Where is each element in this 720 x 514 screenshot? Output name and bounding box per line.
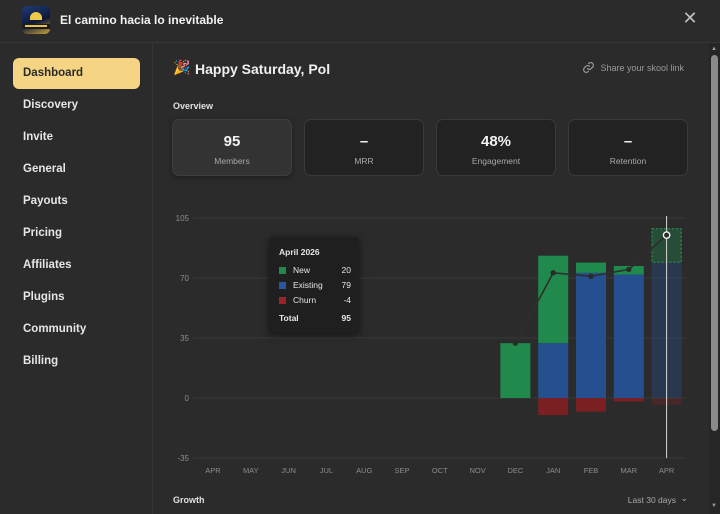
stat-label: Members: [214, 156, 250, 166]
churn-swatch: [279, 297, 286, 304]
x-tick-label: SEP: [394, 466, 409, 475]
members-point: [626, 266, 632, 273]
members-point: [550, 270, 556, 276]
x-tick-label: AUG: [356, 466, 372, 475]
tooltip-row-value: 20: [341, 265, 351, 275]
tooltip-total: Total 95: [279, 313, 351, 323]
tooltip-row-churn: Churn -4: [279, 295, 351, 307]
bar-new: [538, 255, 569, 344]
tooltip-row-value: -4: [343, 295, 351, 305]
tooltip-row-value: 79: [341, 280, 351, 290]
bar-churn: [613, 398, 644, 402]
y-tick-label: 0: [185, 394, 190, 403]
y-tick-label: 105: [176, 214, 190, 223]
stat-card-mrr[interactable]: – MRR: [304, 119, 424, 176]
scrollbar[interactable]: ▲ ▼: [709, 43, 720, 514]
tooltip-row-existing: Existing 79: [279, 280, 351, 292]
overview-title: Overview: [173, 101, 214, 111]
x-tick-label: MAR: [620, 466, 637, 475]
bar-existing: [538, 343, 569, 398]
tooltip-total-value: 95: [341, 313, 351, 323]
close-icon[interactable]: ✕: [682, 8, 698, 28]
y-tick-label: 70: [180, 274, 189, 283]
x-tick-label: FEB: [584, 466, 599, 475]
tooltip-row-label: Existing: [293, 280, 323, 290]
growth-title: Growth: [173, 495, 205, 505]
existing-swatch: [279, 282, 286, 289]
party-popper-icon: 🎉: [173, 59, 191, 75]
bar-new: [500, 343, 531, 398]
stat-value: 95: [223, 133, 241, 150]
stat-value: –: [623, 133, 633, 150]
members-point: [588, 273, 594, 279]
sidebar-item-invite[interactable]: Invite: [23, 131, 54, 143]
scroll-thumb[interactable]: [711, 55, 718, 431]
x-tick-label: JUL: [320, 466, 333, 475]
greeting: Happy Saturday, Pol: [195, 61, 331, 77]
stat-value: 48%: [480, 133, 512, 150]
tooltip-title: April 2026: [279, 247, 320, 257]
sidebar-item-discovery[interactable]: Discovery: [23, 99, 78, 111]
stat-card-engagement[interactable]: 48% Engagement: [436, 119, 556, 176]
scroll-up-icon[interactable]: ▲: [711, 46, 717, 52]
x-tick-label: MAY: [243, 466, 259, 475]
stat-value: –: [359, 133, 369, 150]
chevron-down-icon[interactable]: ⌄: [680, 493, 688, 503]
x-tick-label: APR: [659, 466, 675, 475]
sidebar-item-community[interactable]: Community: [23, 323, 87, 335]
sidebar-item-general[interactable]: General: [23, 163, 66, 175]
hover-point: [662, 231, 671, 240]
x-tick-label: OCT: [432, 466, 448, 475]
bar-churn: [576, 398, 606, 412]
titlebar: El camino hacia lo inevitable ✕: [0, 0, 720, 43]
x-tick-label: APR: [205, 466, 221, 475]
link-icon: [583, 62, 595, 73]
tooltip-row-label: New: [293, 265, 311, 275]
sidebar-item-dashboard[interactable]: Dashboard: [13, 58, 140, 89]
sidebar-item-affiliates[interactable]: Affiliates: [23, 259, 72, 271]
bar-existing: [576, 272, 606, 398]
sidebar-item-billing[interactable]: Billing: [23, 355, 59, 367]
tooltip-total-label: Total: [279, 313, 299, 323]
x-tick-label: NOV: [469, 466, 485, 475]
x-tick-label: DEC: [507, 466, 523, 475]
bar-churn: [538, 398, 569, 416]
stat-card-members[interactable]: 95 Members: [172, 119, 292, 176]
bar-new: [576, 262, 606, 273]
scroll-down-icon[interactable]: ▼: [711, 503, 717, 509]
bar-existing: [613, 274, 644, 398]
chart-tooltip: April 2026 New 20 Existing 79 Churn -4 T…: [269, 237, 359, 333]
y-tick-label: 35: [180, 334, 189, 343]
y-tick-label: -35: [177, 454, 189, 463]
app-title: El camino hacia lo inevitable: [60, 13, 224, 27]
growth-chart[interactable]: 105 70 35 0 -35 APR MAY JUN JUL AUG SEP OCT NOV DEC JA…: [153, 203, 708, 483]
sidebar-item-payouts[interactable]: Payouts: [23, 195, 68, 207]
stat-label: MRR: [354, 156, 374, 166]
range-select[interactable]: Last 30 days: [627, 495, 676, 505]
main-content: 🎉 Happy Saturday, Pol Share your skool l…: [153, 43, 708, 514]
share-link[interactable]: Share your skool link: [583, 62, 684, 73]
community-logo: [22, 6, 50, 34]
x-tick-label: JAN: [546, 466, 560, 475]
sidebar: Dashboard Discovery Invite General Payou…: [0, 43, 153, 514]
x-tick-label: JUN: [281, 466, 296, 475]
members-point: [512, 340, 519, 346]
stat-card-retention[interactable]: – Retention: [568, 119, 688, 176]
tooltip-row-label: Churn: [293, 295, 317, 305]
sidebar-item-pricing[interactable]: Pricing: [23, 227, 62, 239]
tooltip-row-new: New 20: [279, 265, 351, 277]
new-swatch: [279, 267, 286, 274]
stat-label: Retention: [609, 156, 647, 166]
sidebar-item-plugins[interactable]: Plugins: [23, 291, 65, 303]
share-link-label: Share your skool link: [600, 63, 684, 73]
stat-label: Engagement: [471, 156, 521, 166]
